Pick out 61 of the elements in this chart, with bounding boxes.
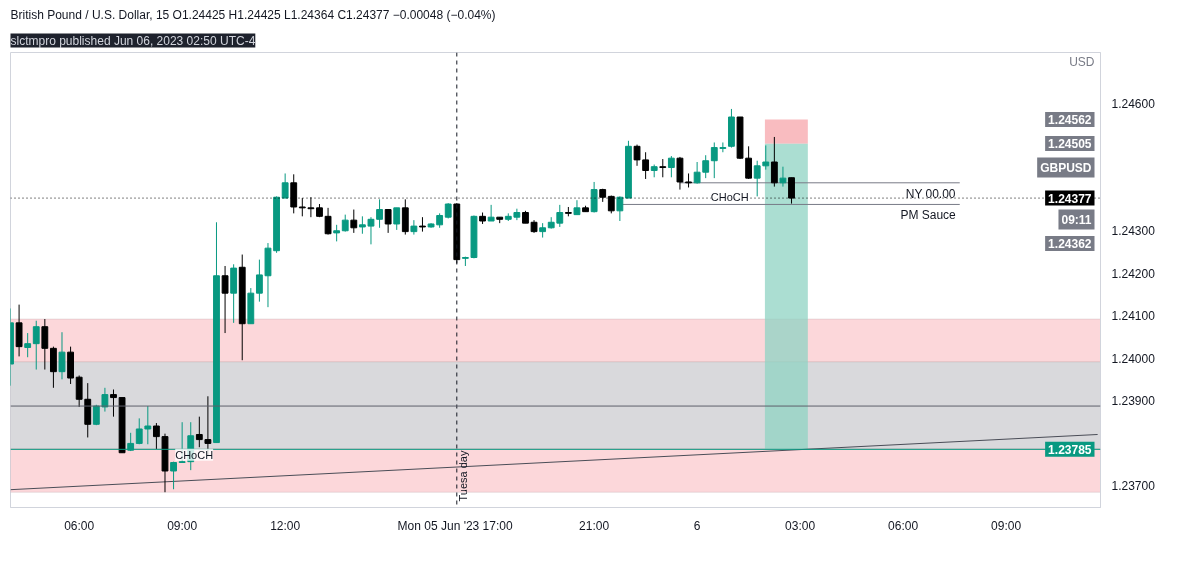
annotation: CHoCH bbox=[710, 191, 749, 204]
x-tick-label: 12:00 bbox=[270, 518, 301, 533]
candlestick bbox=[41, 318, 49, 371]
candlestick bbox=[144, 405, 152, 445]
candlestick bbox=[667, 155, 675, 178]
y-tick-label: 1.24600 bbox=[1111, 96, 1156, 111]
series-label: NY 00.00 bbox=[905, 186, 956, 201]
chart-subtitle: slctmpro published Jun 06, 2023 02:50 UTC-4 bbox=[10, 33, 256, 48]
y-tick-label: 1.23900 bbox=[1111, 394, 1156, 409]
candlestick bbox=[779, 166, 787, 188]
candlestick bbox=[410, 219, 418, 236]
candlestick bbox=[32, 320, 40, 371]
x-tick-label: 06:00 bbox=[64, 518, 95, 533]
candlestick bbox=[762, 144, 770, 171]
candlestick bbox=[152, 422, 160, 450]
x-tick-label: 6 bbox=[693, 518, 701, 533]
candlestick bbox=[50, 346, 57, 389]
candlestick bbox=[770, 136, 778, 188]
annotation: 1.24505 bbox=[1048, 137, 1092, 151]
ref-line-label: 1.24377 bbox=[1048, 191, 1092, 206]
candlestick bbox=[659, 158, 667, 178]
x-tick-label: 21:00 bbox=[579, 518, 610, 533]
y-axis-title: USD bbox=[1069, 54, 1095, 69]
series-label: PM Sauce bbox=[900, 208, 957, 223]
candlestick bbox=[401, 198, 409, 236]
annotation: 1.24362 bbox=[1048, 237, 1092, 251]
x-tick-label: Mon 05 Jun '23 17:00 bbox=[397, 518, 513, 533]
candlestick bbox=[221, 265, 229, 334]
candlestick bbox=[350, 209, 358, 234]
candlestick bbox=[616, 195, 624, 222]
ref-line-label: Tuesa day bbox=[456, 450, 469, 502]
candlestick bbox=[281, 172, 289, 199]
candlestick bbox=[75, 375, 83, 408]
x-tick-label: 06:00 bbox=[888, 518, 919, 533]
annotation: 09:11 bbox=[1061, 212, 1092, 227]
annotation: GBPUSD bbox=[1040, 160, 1092, 175]
candlestick bbox=[590, 181, 598, 214]
candlestick bbox=[15, 304, 23, 357]
chart-title: British Pound / U.S. Dollar, 15 O1.24425 H1.24425 L1.24364 C1.24377 −0.00048 (−0.04%) bbox=[10, 7, 496, 22]
x-tick-label: 09:00 bbox=[167, 518, 198, 533]
candlestick bbox=[393, 207, 401, 231]
y-tick-label: 1.24100 bbox=[1111, 309, 1156, 324]
y-tick-label: 1.24300 bbox=[1111, 224, 1156, 239]
y-tick-label: 1.23700 bbox=[1111, 478, 1156, 493]
candlestick bbox=[110, 389, 117, 418]
ref-line-label: 1.23785 bbox=[1048, 442, 1092, 457]
candlestick bbox=[135, 417, 143, 445]
candlestick bbox=[487, 204, 495, 222]
candlestick bbox=[384, 209, 392, 234]
x-tick-label: 09:00 bbox=[991, 518, 1022, 533]
x-tick-label: 03:00 bbox=[785, 518, 816, 533]
annotation: CHoCH bbox=[175, 448, 214, 461]
y-tick-label: 1.24200 bbox=[1111, 266, 1156, 281]
candlestick bbox=[745, 145, 753, 180]
annotation: 1.24562 bbox=[1048, 113, 1092, 127]
candlestick bbox=[24, 332, 32, 358]
candlestick bbox=[170, 461, 177, 490]
candlestick bbox=[753, 160, 761, 197]
candlestick bbox=[58, 331, 66, 380]
candlestick bbox=[573, 199, 581, 216]
y-tick-label: 1.24000 bbox=[1111, 351, 1156, 366]
